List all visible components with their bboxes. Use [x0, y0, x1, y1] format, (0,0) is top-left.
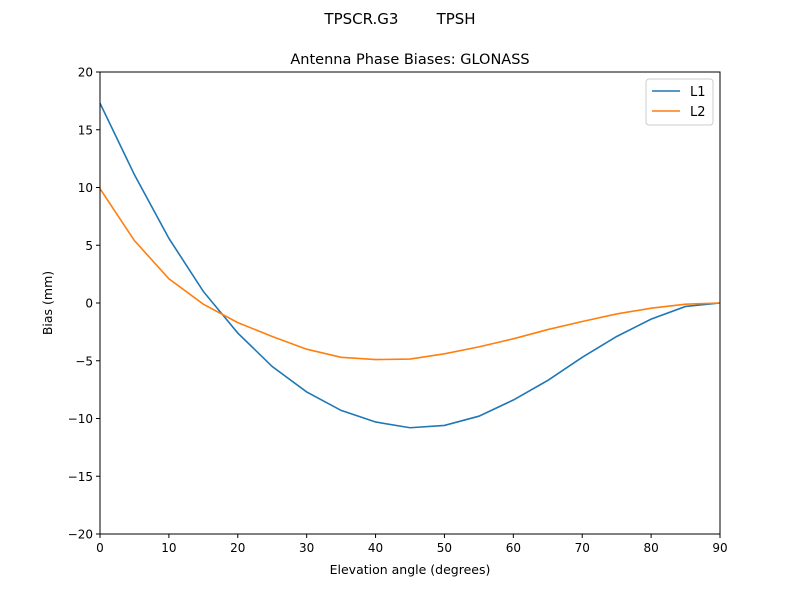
legend-label-l1: L1 — [690, 85, 706, 100]
x-tick-label: 70 — [575, 541, 590, 555]
y-tick-label: 20 — [78, 66, 93, 80]
x-axis-label: Elevation angle (degrees) — [330, 562, 491, 577]
x-tick-label: 60 — [506, 541, 521, 555]
x-tick-label: 40 — [368, 541, 383, 555]
plot-frame — [99, 71, 721, 535]
x-tick-label: 10 — [161, 541, 176, 555]
y-tick-label: −15 — [68, 470, 93, 484]
y-tick-label: 15 — [78, 123, 93, 137]
y-tick-label: 5 — [85, 239, 93, 253]
y-tick-label: 10 — [78, 181, 93, 195]
y-axis-label: Bias (mm) — [40, 271, 55, 335]
x-tick-label: 50 — [437, 541, 452, 555]
legend-label-l2: L2 — [690, 105, 706, 120]
x-tick-label: 20 — [230, 541, 245, 555]
figure-suptitle: TPSCR.G3 TPSH — [323, 10, 475, 28]
y-tick-label: −5 — [75, 354, 93, 368]
x-tick-label: 0 — [96, 541, 104, 555]
y-tick-label: 0 — [85, 297, 93, 311]
chart-title: Antenna Phase Biases: GLONASS — [290, 52, 529, 68]
series-line-l1 — [99, 102, 721, 429]
x-tick-label: 30 — [299, 541, 314, 555]
x-tick-label: 90 — [712, 541, 727, 555]
series-line-l2 — [99, 188, 721, 361]
x-tick-label: 80 — [643, 541, 658, 555]
y-tick-label: −10 — [68, 412, 93, 426]
y-tick-label: −20 — [68, 528, 93, 542]
